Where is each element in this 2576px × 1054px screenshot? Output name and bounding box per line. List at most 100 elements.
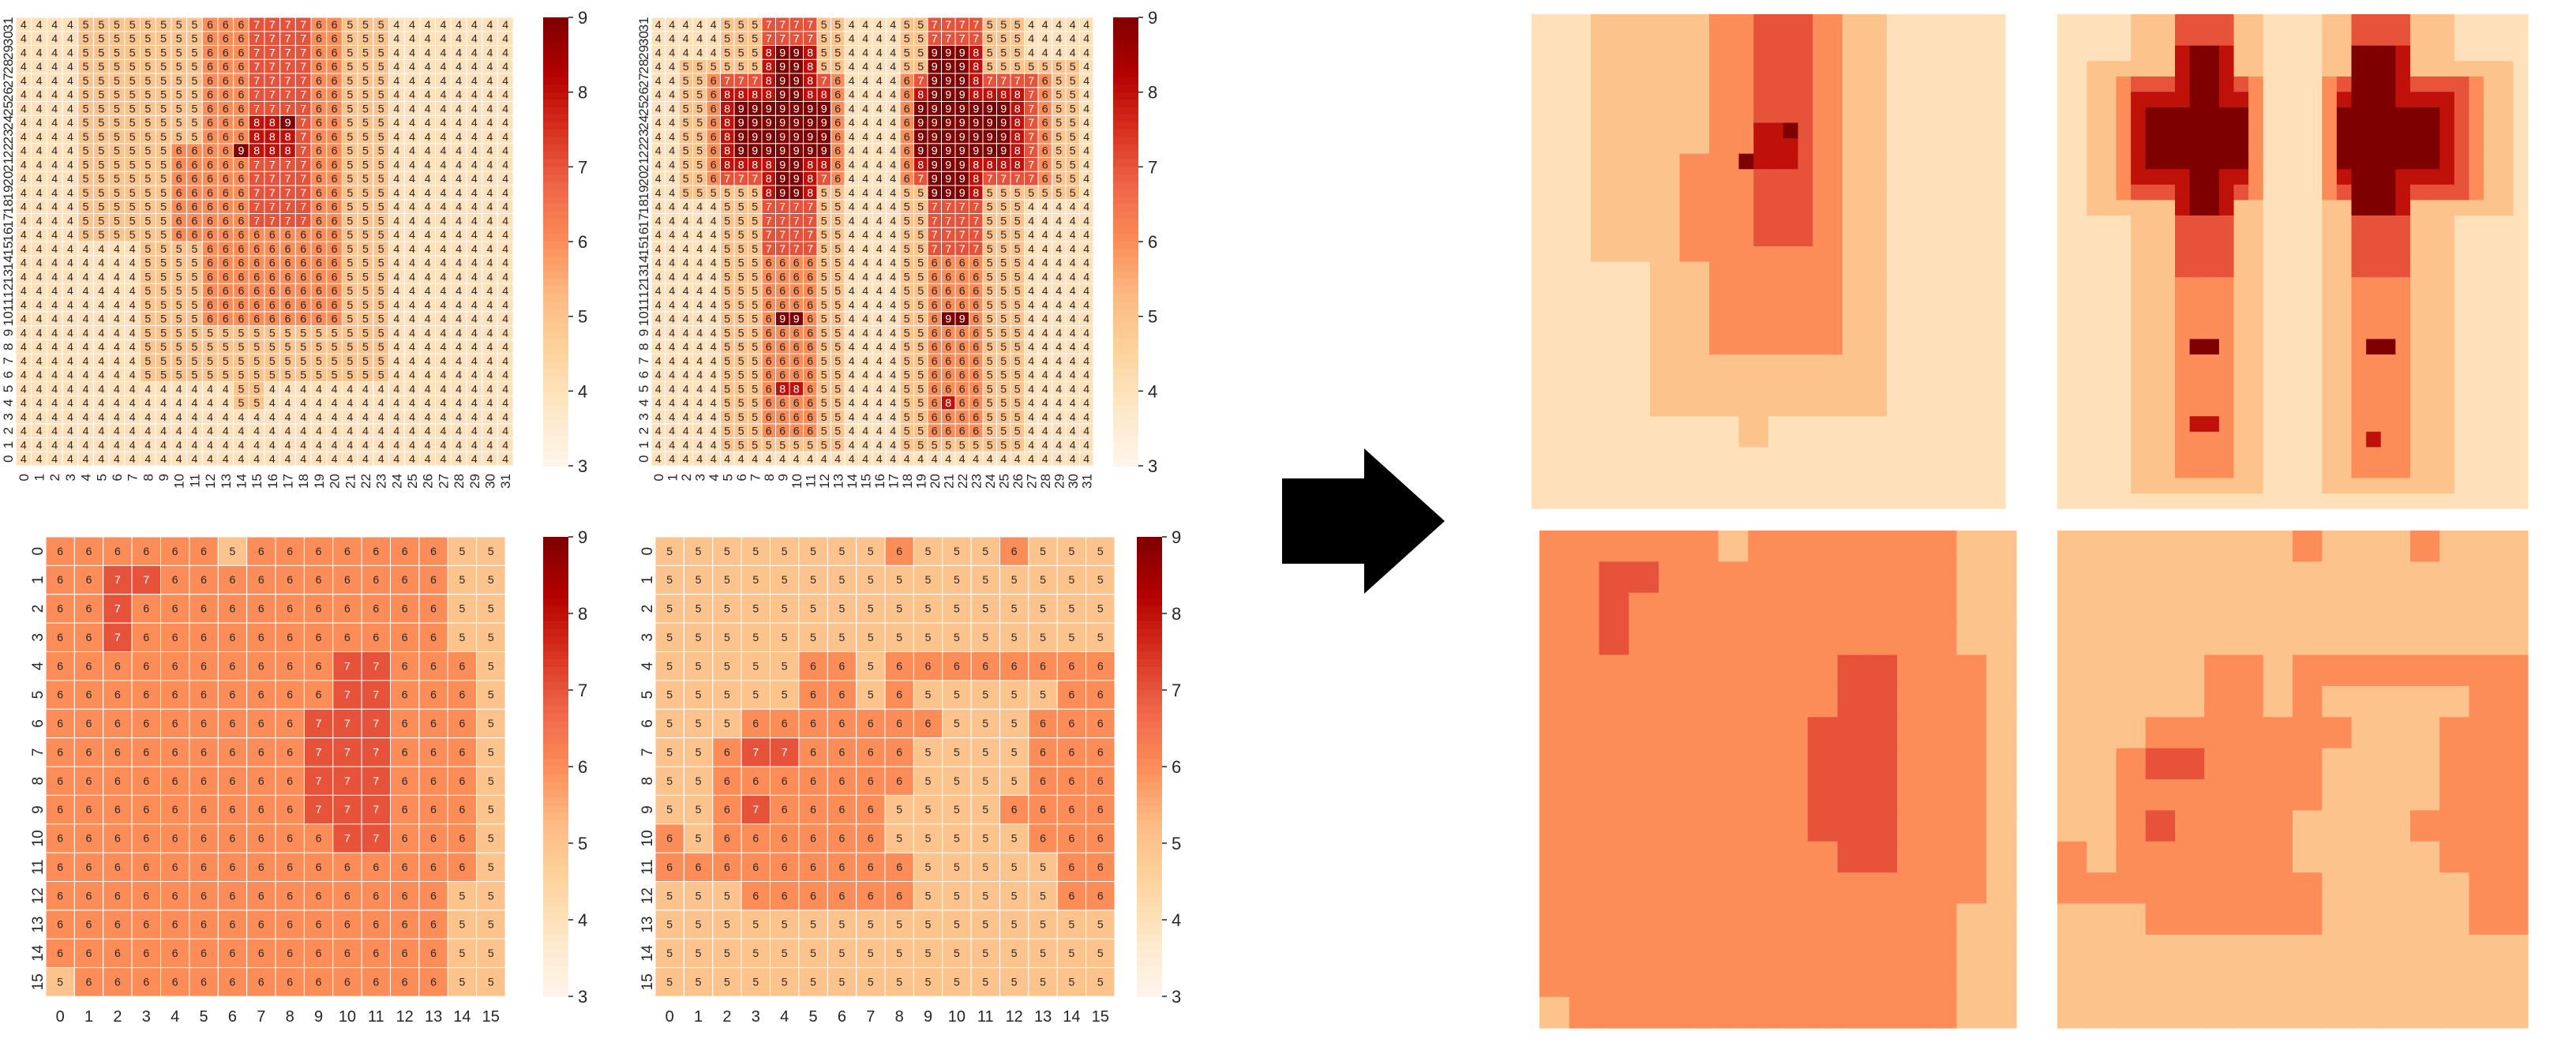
colorbar-step	[1113, 114, 1138, 123]
cell-label: 4	[440, 117, 446, 129]
cell-label: 4	[876, 411, 883, 424]
cell-label: 6	[1042, 131, 1048, 144]
colorbar-tick-label: 8	[578, 604, 587, 624]
cell-label: 4	[409, 89, 415, 102]
cell-label: 4	[114, 313, 120, 326]
y-tick-label: 19	[636, 185, 651, 200]
cell-label: 4	[471, 439, 478, 452]
cell-label: 4	[51, 439, 58, 452]
colorbar-step	[543, 950, 568, 959]
cell-label: 7	[793, 215, 800, 227]
cell-label: 9	[932, 159, 938, 171]
cell-label: 4	[471, 61, 478, 73]
cell-label: 4	[696, 341, 703, 354]
cell-label: 5	[488, 975, 494, 988]
cell-label: 9	[779, 75, 786, 88]
cell-label: 9	[959, 117, 966, 129]
cell-label: 5	[683, 131, 689, 144]
cell-label: 4	[409, 341, 415, 354]
cell-label: 6	[959, 327, 966, 339]
cell-label: 4	[51, 201, 58, 214]
cell-label: 5	[904, 33, 910, 46]
cell-label: 6	[172, 688, 178, 701]
cell-label: 4	[51, 61, 58, 73]
cell-label: 6	[932, 397, 938, 410]
cell-label: 5	[129, 103, 136, 115]
x-tick-label: 11	[803, 474, 818, 488]
cell-label: 6	[316, 47, 322, 59]
cell-label: 5	[362, 327, 369, 339]
cell-label: 4	[129, 327, 136, 339]
cell-label: 4	[440, 299, 446, 312]
cell-label: 6	[114, 659, 121, 672]
cell-label: 4	[67, 215, 73, 227]
cell-label: 6	[402, 602, 408, 615]
cell-label: 4	[456, 426, 462, 438]
cell-label: 6	[230, 832, 236, 845]
cell-label: 6	[316, 103, 322, 115]
cell-label: 4	[890, 327, 896, 339]
cell-label: 5	[1070, 187, 1076, 200]
cell-label: 7	[807, 19, 813, 32]
y-tick-label: 0	[636, 455, 651, 462]
cell-label: 5	[959, 439, 966, 452]
cell-label: 6	[230, 803, 236, 816]
cell-label: 7	[300, 159, 306, 171]
cell-label: 5	[1070, 61, 1076, 73]
cell-label: 4	[1070, 341, 1076, 354]
cell-label: 5	[378, 173, 384, 186]
cell-label: 4	[502, 229, 508, 242]
cell-label: 4	[21, 173, 27, 186]
cell-label: 6	[932, 411, 938, 424]
y-tick-label: 3	[636, 413, 651, 420]
cell-label: 4	[144, 453, 151, 466]
cell-label: 4	[862, 313, 868, 326]
cell-label: 6	[807, 327, 813, 339]
cell-label: 4	[67, 439, 73, 452]
cell-label: 7	[300, 131, 306, 144]
cell-label: 7	[269, 159, 276, 171]
cell-label: 6	[779, 299, 786, 312]
x-tick-label: 15	[249, 474, 264, 489]
cell-label: 4	[683, 19, 689, 32]
cell-label: 4	[362, 439, 369, 452]
cell-label: 9	[945, 187, 951, 200]
cell-label: 4	[98, 453, 104, 466]
cell-label: 6	[344, 975, 351, 988]
cell-label: 4	[502, 426, 508, 438]
colorbar-step	[543, 406, 568, 414]
cell-label: 4	[393, 103, 399, 115]
cell-label: 5	[987, 61, 993, 73]
cell-label: 5	[347, 47, 353, 59]
colorbar-step	[1113, 256, 1138, 264]
cell-label: 5	[176, 257, 182, 270]
cell-label: 4	[51, 75, 58, 88]
cell-label: 6	[959, 397, 966, 410]
x-tick-label: 2	[113, 1008, 122, 1026]
cell-label: 4	[487, 299, 493, 312]
cell-label: 4	[425, 313, 431, 326]
cell-label: 5	[83, 229, 89, 242]
cell-label: 5	[191, 341, 197, 354]
cell-label: 6	[176, 145, 182, 158]
cell-label: 5	[347, 299, 353, 312]
cell-label: 4	[440, 159, 446, 171]
cell-label: 6	[238, 159, 245, 171]
y-tick-label: 24	[636, 115, 651, 130]
cell-label: 5	[160, 159, 167, 171]
cell-label: 4	[425, 75, 431, 88]
cell-label: 5	[332, 327, 338, 339]
cell-label: 5	[129, 61, 136, 73]
cell-label: 6	[287, 602, 293, 615]
cell-label: 7	[945, 229, 951, 242]
cell-label: 8	[1014, 103, 1021, 115]
cell-label: 7	[316, 775, 322, 787]
cell-label: 5	[83, 173, 89, 186]
colorbar-step	[543, 159, 568, 167]
colorbar-step	[1113, 204, 1138, 212]
x-tick-label: 26	[421, 474, 436, 489]
cell-label: 4	[849, 103, 855, 115]
cell-label: 7	[373, 659, 379, 672]
x-tick-label: 11	[368, 1008, 384, 1026]
